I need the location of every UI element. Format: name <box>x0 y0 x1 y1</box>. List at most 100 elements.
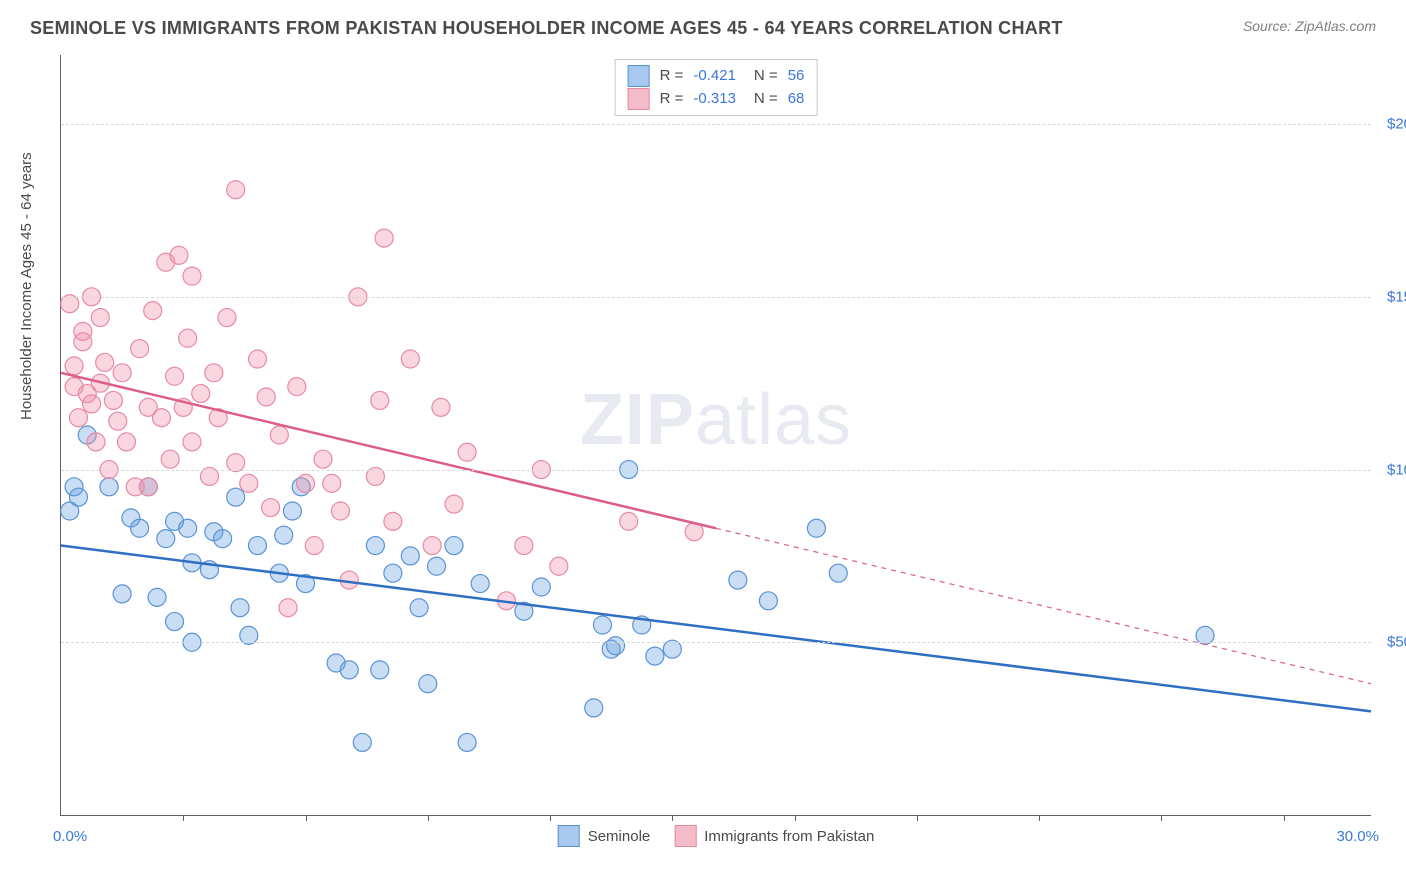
legend-label: Seminole <box>588 828 651 845</box>
data-point <box>170 246 188 264</box>
data-point <box>646 647 664 665</box>
data-point <box>829 564 847 582</box>
data-point <box>83 395 101 413</box>
data-point <box>515 537 533 555</box>
data-point <box>257 388 275 406</box>
data-point <box>283 502 301 520</box>
data-point <box>240 474 258 492</box>
data-point <box>340 661 358 679</box>
data-point <box>91 309 109 327</box>
data-point <box>69 409 87 427</box>
data-point <box>366 537 384 555</box>
data-point <box>288 378 306 396</box>
data-point <box>183 433 201 451</box>
data-point <box>458 443 476 461</box>
x-tick-mark <box>183 815 184 821</box>
legend-swatch <box>674 825 696 847</box>
x-tick-mark <box>550 815 551 821</box>
regression-line-extrapolated <box>716 528 1371 683</box>
data-point <box>353 733 371 751</box>
data-point <box>166 613 184 631</box>
x-axis-max-label: 30.0% <box>1336 828 1379 845</box>
data-point <box>157 530 175 548</box>
x-tick-mark <box>306 815 307 821</box>
y-tick-label: $150,000 <box>1373 288 1406 305</box>
data-point <box>607 637 625 655</box>
data-point <box>550 557 568 575</box>
data-point <box>183 267 201 285</box>
data-point <box>166 367 184 385</box>
y-axis-label: Householder Income Ages 45 - 64 years <box>18 152 35 420</box>
data-point <box>384 512 402 530</box>
y-tick-label: $200,000 <box>1373 116 1406 133</box>
legend-item: Immigrants from Pakistan <box>674 825 874 847</box>
data-point <box>231 599 249 617</box>
gridline <box>61 124 1371 125</box>
data-point <box>275 526 293 544</box>
data-point <box>218 309 236 327</box>
data-point <box>532 578 550 596</box>
y-tick-label: $100,000 <box>1373 461 1406 478</box>
data-point <box>161 450 179 468</box>
data-point <box>148 588 166 606</box>
data-point <box>375 229 393 247</box>
data-point <box>593 616 611 634</box>
gridline <box>61 470 1371 471</box>
data-point <box>139 478 157 496</box>
data-point <box>297 474 315 492</box>
data-point <box>371 391 389 409</box>
chart-title: SEMINOLE VS IMMIGRANTS FROM PAKISTAN HOU… <box>30 18 1063 39</box>
source-label: Source: ZipAtlas.com <box>1243 18 1376 34</box>
data-point <box>144 302 162 320</box>
data-point <box>179 519 197 537</box>
data-point <box>65 357 83 375</box>
data-point <box>371 661 389 679</box>
regression-line <box>61 546 1371 712</box>
data-point <box>69 488 87 506</box>
data-point <box>305 537 323 555</box>
data-point <box>262 499 280 517</box>
gridline <box>61 297 1371 298</box>
legend-swatch <box>558 825 580 847</box>
data-point <box>279 599 297 617</box>
x-tick-mark <box>428 815 429 821</box>
y-tick-label: $50,000 <box>1373 634 1406 651</box>
data-point <box>428 557 446 575</box>
data-point <box>87 433 105 451</box>
data-point <box>432 398 450 416</box>
data-point <box>401 350 419 368</box>
data-point <box>807 519 825 537</box>
data-point <box>410 599 428 617</box>
data-point <box>227 488 245 506</box>
regression-line <box>61 373 716 528</box>
data-point <box>109 412 127 430</box>
plot-area: R =-0.421N =56R =-0.313N =68 ZIPatlas 0.… <box>60 55 1371 816</box>
data-point <box>249 350 267 368</box>
data-point <box>131 340 149 358</box>
data-point <box>100 478 118 496</box>
data-point <box>113 585 131 603</box>
data-point <box>131 519 149 537</box>
data-point <box>104 391 122 409</box>
data-point <box>401 547 419 565</box>
data-point <box>152 409 170 427</box>
x-tick-mark <box>1284 815 1285 821</box>
data-point <box>96 353 114 371</box>
data-point <box>249 537 267 555</box>
data-point <box>445 495 463 513</box>
data-point <box>729 571 747 589</box>
data-point <box>585 699 603 717</box>
series-legend: Seminole Immigrants from Pakistan <box>558 825 875 847</box>
data-point <box>270 426 288 444</box>
data-point <box>423 537 441 555</box>
x-tick-mark <box>1161 815 1162 821</box>
gridline <box>61 642 1371 643</box>
data-point <box>74 322 92 340</box>
data-point <box>314 450 332 468</box>
data-point <box>620 512 638 530</box>
data-point <box>113 364 131 382</box>
data-point <box>192 385 210 403</box>
data-point <box>331 502 349 520</box>
data-point <box>384 564 402 582</box>
legend-label: Immigrants from Pakistan <box>704 828 874 845</box>
